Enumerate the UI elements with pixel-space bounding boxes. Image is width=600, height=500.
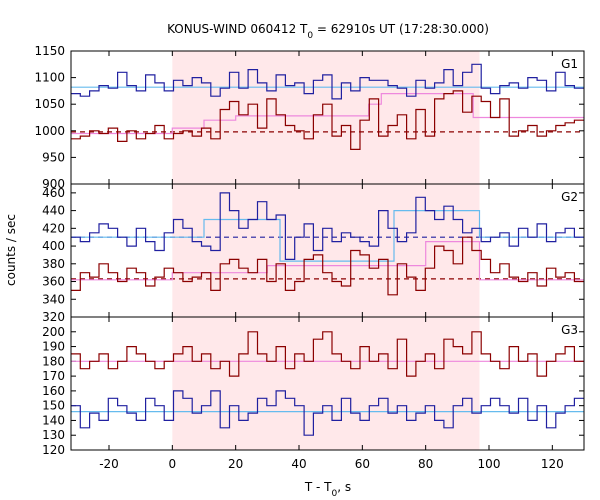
panel-g2-series-red — [71, 236, 584, 296]
panel-g1-label: G1 — [561, 57, 578, 71]
frame-layer: G1 G2 G3 — [70, 50, 585, 451]
xtick-label: 20 — [228, 457, 243, 471]
xtick-label: 60 — [355, 457, 370, 471]
panel-g1-fit-pink — [71, 92, 584, 135]
xtick-label: 40 — [291, 457, 306, 471]
panel-g2-label: G2 — [561, 190, 578, 204]
panel-g1 — [71, 63, 584, 150]
panel-g2-fit-pink — [71, 241, 584, 281]
panel-g1-series-red — [71, 90, 584, 150]
panel-g1-ytick-label: 1050 — [34, 97, 65, 111]
shaded-region-layer — [172, 51, 480, 450]
data-layer — [71, 63, 584, 436]
panel-g1-ytick-label: 1150 — [34, 44, 65, 58]
panel-g1-ytick-label: 950 — [42, 150, 65, 164]
panel-g2-ytick-label: 380 — [42, 257, 65, 271]
panel-g2-ytick-label: 320 — [42, 310, 65, 324]
xtick-label: 120 — [541, 457, 564, 471]
panel-g3-series-blue — [71, 390, 584, 436]
panel-g3-ytick-label: 130 — [42, 428, 65, 442]
panel-g2-series-blue — [71, 192, 584, 260]
panel-g3-label: G3 — [561, 323, 578, 337]
panel-g3-ytick-label: 170 — [42, 369, 65, 383]
y-axis-label: counts / sec — [4, 214, 18, 286]
panel-g2-ytick-label: 460 — [42, 186, 65, 200]
x-axis-label: T - T0, s — [304, 480, 351, 499]
panel-g3-frame — [70, 316, 585, 451]
panel-g2-ytick-label: 360 — [42, 275, 65, 289]
panel-g3-ytick-label: 200 — [42, 325, 65, 339]
panel-g2-ytick-label: 440 — [42, 204, 65, 218]
panel-g2-fit-cyan — [71, 210, 584, 262]
grid-layer: 9009501000105011001150320340360380400420… — [34, 44, 584, 471]
xtick-label: 100 — [478, 457, 501, 471]
shaded-interval — [172, 51, 480, 450]
panel-g3-ytick-label: 180 — [42, 354, 65, 368]
panel-g2-ytick-label: 340 — [42, 292, 65, 306]
panel-g1-ytick-label: 1100 — [34, 71, 65, 85]
panel-g3 — [71, 331, 584, 436]
panel-g1-series-blue — [71, 63, 584, 100]
panel-g3-ytick-label: 150 — [42, 399, 65, 413]
panel-g3-ytick-label: 120 — [42, 443, 65, 457]
panel-g2-ytick-label: 400 — [42, 239, 65, 253]
panel-g1-ytick-label: 1000 — [34, 124, 65, 138]
panel-g3-ytick-label: 140 — [42, 413, 65, 427]
panel-g3-ytick-label: 160 — [42, 384, 65, 398]
panel-g3-series-red — [71, 331, 584, 377]
chart-title: KONUS-WIND 060412 T0 = 62910s UT (17:28:… — [167, 22, 489, 41]
panel-g2 — [71, 192, 584, 296]
panel-g2-ytick-label: 420 — [42, 221, 65, 235]
xtick-label: -20 — [99, 457, 119, 471]
xtick-label: 0 — [169, 457, 177, 471]
panel-g1-ytick-label: 900 — [42, 177, 65, 191]
panel-g3-ytick-label: 190 — [42, 340, 65, 354]
xtick-label: 80 — [418, 457, 433, 471]
